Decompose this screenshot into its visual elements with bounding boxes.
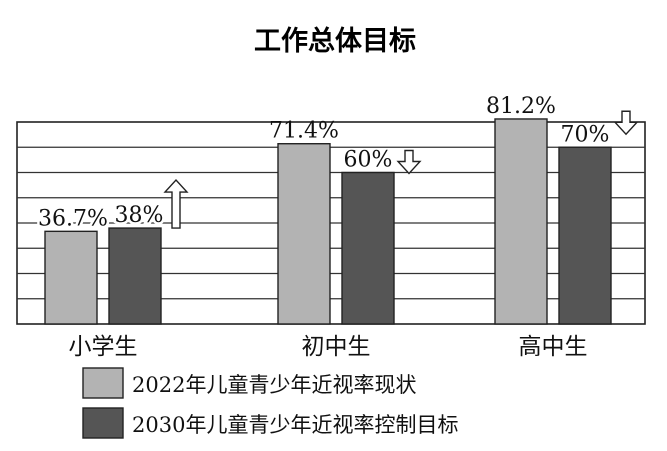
category-label: 初中生 (302, 334, 371, 360)
category-label: 小学生 (69, 334, 138, 360)
legend: 2022年儿童青少年近视率现状 2030年儿童青少年近视率控制目标 (82, 367, 458, 439)
bar (494, 118, 548, 325)
data-label: 60% (344, 148, 393, 173)
data-label: 81.2% (486, 94, 556, 119)
legend-swatch (82, 407, 124, 439)
legend-label: 2030年儿童青少年近视率控制目标 (132, 413, 458, 437)
bar (277, 143, 331, 325)
arrow-down-icon (613, 110, 639, 136)
category-label: 高中生 (519, 334, 588, 360)
data-label: 71.4% (269, 119, 339, 144)
bar (341, 171, 395, 325)
legend-label: 2022年儿童青少年近视率现状 (132, 373, 416, 397)
arrow-up-icon (163, 179, 189, 229)
bar (44, 230, 98, 325)
data-label: 36.7% (38, 206, 108, 231)
plot-area: 36.7% 38% 小学生 71.4%60% 初中生 81.2%70% 高中生 (16, 94, 646, 360)
legend-swatch (82, 367, 124, 399)
data-label: 38% (115, 203, 164, 228)
bar (558, 146, 612, 325)
chart-title: 工作总体目标 (254, 26, 416, 57)
arrow-down-icon (396, 149, 422, 175)
bar (108, 227, 162, 325)
data-label: 70% (561, 122, 610, 147)
